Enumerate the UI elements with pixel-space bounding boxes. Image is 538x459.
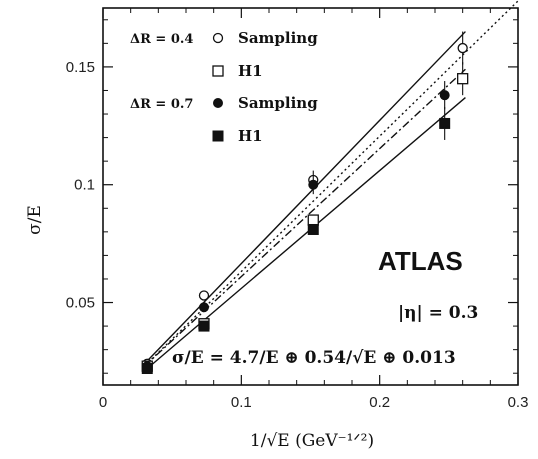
legend-group-label: ΔR = 0.7: [130, 97, 193, 112]
eta-annotation: |η| = 0.3: [398, 303, 478, 323]
data-point-filled-circle: [198, 302, 209, 313]
data-point-open-circle: [457, 42, 468, 54]
data-point-filled-square: [141, 363, 153, 375]
x-tick-label: 0: [99, 394, 107, 411]
data-point-open-square: [307, 214, 319, 226]
data-point-filled-square: [439, 117, 451, 129]
plot-frame: [102, 7, 519, 386]
data-point-filled-square: [307, 223, 319, 235]
legend-label: H1: [238, 127, 263, 145]
legend-marker-filled-circle: [213, 98, 223, 108]
experiment-label: ATLAS: [378, 246, 463, 276]
y-tick-label: 0.15: [66, 59, 95, 76]
data-point-filled-square: [198, 320, 210, 332]
data-point-open-circle: [198, 290, 210, 301]
legend-marker-filled-square: [212, 130, 224, 142]
fit-line-solid: [144, 97, 466, 372]
legend-marker-open-circle: [212, 32, 224, 44]
fit-line-solid: [143, 31, 466, 365]
x-tick-label: 0.3: [508, 394, 529, 411]
legend-label: Sampling: [238, 29, 318, 47]
y-tick-label: 0.05: [66, 295, 95, 312]
resolution-formula: σ/E = 4.7/E ⊕ 0.54/√E ⊕ 0.013: [172, 348, 456, 368]
legend-label: Sampling: [238, 94, 318, 112]
legend-group-label: ΔR = 0.4: [130, 32, 193, 47]
data-point-filled-circle: [439, 90, 450, 101]
x-tick-label: 0.2: [369, 394, 390, 411]
data-point-open-square: [457, 73, 469, 85]
legend-marker-open-square: [212, 65, 224, 77]
x-tick-label: 0.1: [231, 394, 252, 411]
fit-line-dash-dot: [144, 68, 466, 367]
x-axis-label: 1/√E (GeV⁻¹ᐟ²): [250, 431, 374, 451]
data-point-filled-circle: [308, 179, 319, 190]
y-tick-label: 0.1: [74, 177, 95, 194]
fit-line-dotted: [144, 0, 519, 367]
legend-label: H1: [238, 62, 263, 80]
y-axis-label: σ/E: [25, 205, 45, 235]
